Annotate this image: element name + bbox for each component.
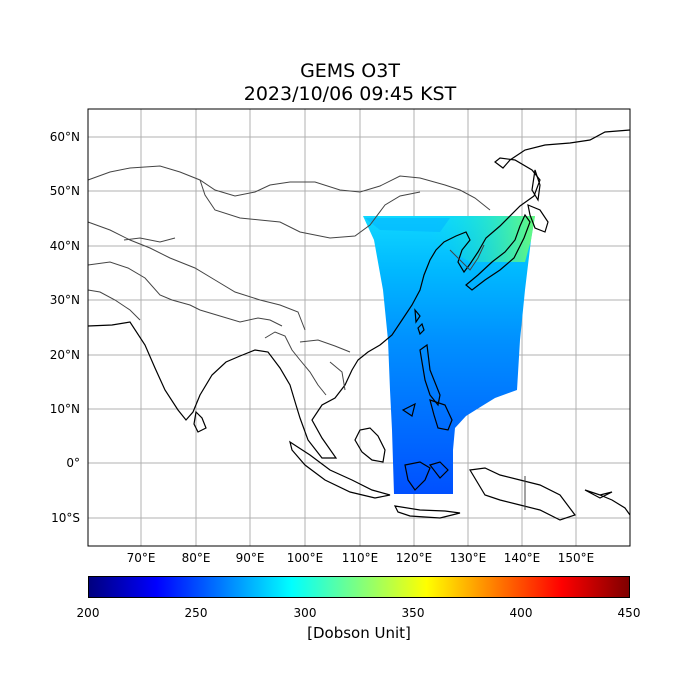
- lon-label: 120°E: [395, 551, 433, 565]
- lat-label: 0°: [66, 456, 80, 470]
- lat-label: 10°S: [51, 511, 80, 525]
- lon-label: 80°E: [181, 551, 211, 565]
- lon-label: 150°E: [557, 551, 595, 565]
- colorbar: [88, 576, 630, 598]
- colorbar-tick: 200: [76, 606, 100, 620]
- map-subtitle-datetime: 2023/10/06 09:45 KST: [243, 83, 457, 105]
- colorbar-tick: 400: [509, 606, 533, 620]
- ozone-map: [87, 108, 631, 547]
- map-frame: [87, 108, 631, 547]
- lon-label: 140°E: [503, 551, 541, 565]
- colorbar-tick: 350: [401, 606, 425, 620]
- lon-label: 90°E: [235, 551, 265, 565]
- country-borders: [87, 165, 526, 510]
- ozone-swath: [363, 216, 535, 494]
- lat-label: 30°N: [49, 293, 80, 307]
- colorbar-tick: 300: [293, 606, 317, 620]
- lat-label: 20°N: [49, 348, 80, 362]
- map-title: GEMS O3T: [300, 60, 400, 82]
- lon-label: 130°E: [449, 551, 487, 565]
- lon-label: 100°E: [286, 551, 324, 565]
- lat-label: 40°N: [49, 239, 80, 253]
- coastlines: [87, 129, 631, 521]
- lat-label: 10°N: [49, 402, 80, 416]
- colorbar-unit-label: [Dobson Unit]: [307, 624, 411, 642]
- lat-label: 60°N: [49, 130, 80, 144]
- lat-label: 50°N: [49, 184, 80, 198]
- colorbar-tick: 450: [617, 606, 641, 620]
- colorbar-tick: 250: [184, 606, 208, 620]
- lon-label: 110°E: [341, 551, 379, 565]
- gridlines: [88, 109, 630, 546]
- lon-label: 70°E: [126, 551, 156, 565]
